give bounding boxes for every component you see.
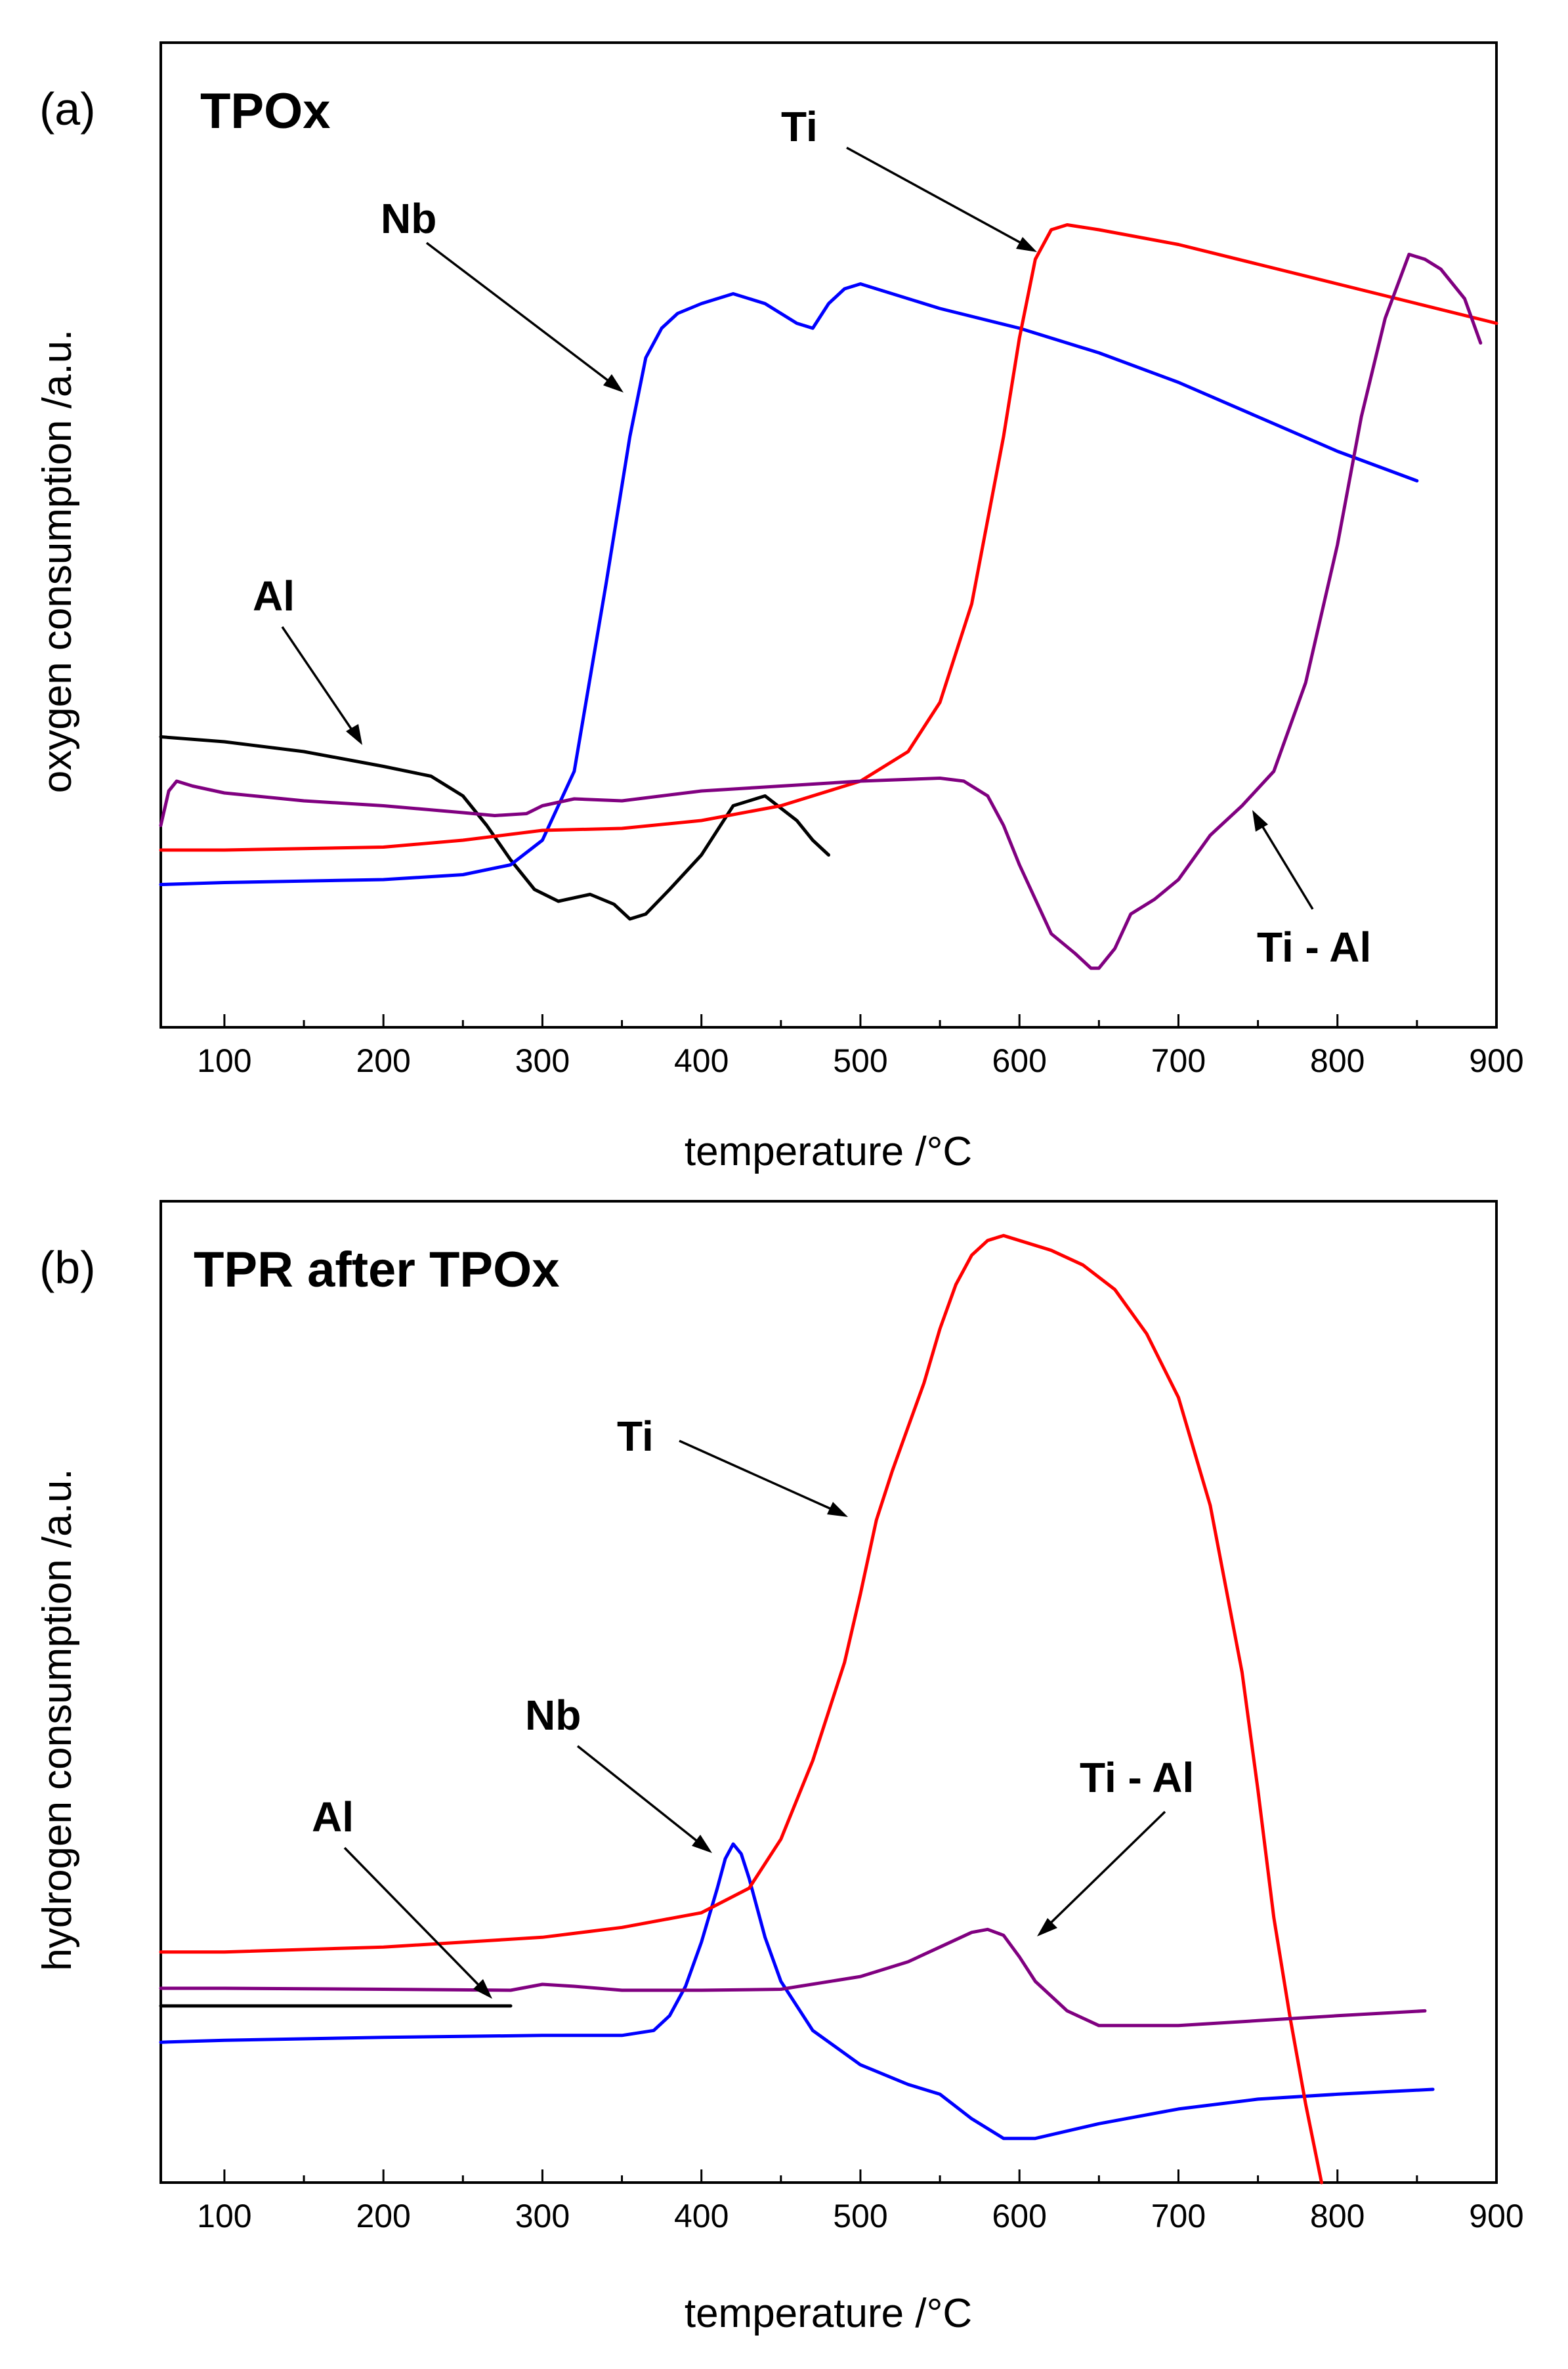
panel-b-x-tick-label-600: 600 — [992, 2198, 1046, 2234]
panel-a-xlabel: temperature /°C — [685, 1129, 972, 1174]
panel-b-ylabel: hydrogen consumption /a.u. — [35, 1468, 80, 1971]
panel-b-x-tick-label-100: 100 — [197, 2198, 251, 2234]
panel-b-x-tick-label-300: 300 — [515, 2198, 570, 2234]
panel-a-arrow-al — [281, 626, 359, 739]
panel-a-annotation-al: Al — [253, 572, 295, 620]
panel-a-series-ti — [159, 223, 1498, 852]
panel-a-arrowhead-nb — [603, 374, 624, 393]
panel-a-arrowhead-ti — [1016, 237, 1037, 252]
panel-a-x-tick-label-600: 600 — [992, 1042, 1046, 1079]
panel-b-x-tick-label-900: 900 — [1469, 2198, 1523, 2234]
panel-a-ylabel: oxygen consumption /a.u. — [35, 330, 80, 794]
panel-b-arrowhead-ti — [827, 1502, 848, 1517]
panel-b-series — [159, 1233, 1435, 2185]
panel-a-title: TPOx — [200, 83, 331, 139]
panel-a-arrow-ti-al — [1256, 817, 1314, 910]
panel-b-arrow-ti — [679, 1440, 841, 1514]
panel-b-annotation-al: Al — [312, 1793, 354, 1841]
panel-a-x-tick-label-900: 900 — [1469, 1042, 1523, 1079]
panel-b-arrow-ti-al — [1042, 1810, 1166, 1931]
panel-a-arrowhead-ti-al — [1252, 810, 1268, 832]
panel-a-arrow-ti — [846, 146, 1031, 249]
panel-b-arrowhead-nb — [692, 1835, 712, 1853]
panel-a-series-nb — [159, 282, 1419, 886]
panel-b-tag: (b) — [39, 1242, 96, 1293]
panel-b-series-ti — [159, 1233, 1323, 2185]
panel-a-tag: (a) — [39, 83, 96, 135]
panel-b-annotation-nb: Nb — [525, 1692, 581, 1739]
panel-b-x-ticks: 100 200 300 400 500 600 700 800 900 — [197, 2169, 1524, 2234]
panel-a-x-tick-label-500: 500 — [833, 1042, 887, 1079]
panel-a-series-ti-al — [159, 253, 1483, 970]
panel-b-title: TPR after TPOx — [194, 1242, 559, 1298]
panel-a-x-tick-label-700: 700 — [1151, 1042, 1206, 1079]
panel-a-arrowhead-al — [346, 724, 362, 745]
panel-b-arrow-al — [343, 1846, 487, 1994]
panel-a-x-tick-label-800: 800 — [1310, 1042, 1365, 1079]
panel-b-annotation-ti-al: Ti - Al — [1080, 1754, 1194, 1801]
panel-a-series-al — [159, 735, 830, 921]
panel-b-series-nb — [159, 1842, 1435, 2141]
panel-b-x-tick-label-400: 400 — [674, 2198, 729, 2234]
panel-b-x-tick-label-800: 800 — [1310, 2198, 1365, 2234]
panel-a-arrow-nb — [425, 242, 618, 389]
panel-b-x-tick-label-200: 200 — [356, 2198, 410, 2234]
panel-a-x-ticks: 100 200 300 400 500 600 700 800 900 — [197, 1014, 1524, 1079]
panel-b-arrowhead-ti-al — [1037, 1918, 1057, 1936]
panel-a-x-tick-label-400: 400 — [674, 1042, 729, 1079]
panel-b-annotation-ti: Ti — [617, 1413, 654, 1460]
panel-b-xlabel: temperature /°C — [685, 2291, 972, 2336]
panel-b-arrowhead-al — [473, 1979, 492, 1999]
panel-a-x-tick-label-100: 100 — [197, 1042, 251, 1079]
panel-a-series — [159, 223, 1498, 970]
panel-b-frame — [159, 1200, 1498, 2184]
panel-a-annotation-ti-al: Ti - Al — [1257, 924, 1371, 971]
panel-b-arrow-nb — [576, 1745, 707, 1849]
panel-b: (b) hydrogen consumption /a.u. 100 200 300… — [35, 1200, 1524, 2336]
panel-b-series-ti-al — [159, 1927, 1427, 2028]
panel-a-x-tick-label-300: 300 — [515, 1042, 570, 1079]
panel-a-annotation-nb: Nb — [381, 195, 436, 242]
panel-b-x-tick-label-700: 700 — [1151, 2198, 1206, 2234]
panel-a-x-tick-label-200: 200 — [356, 1042, 410, 1079]
panel-a: (a) oxygen consumption /a.u. 100 200 300 40… — [35, 41, 1524, 1174]
panel-a-frame — [159, 41, 1498, 1029]
panel-a-annotation-ti: Ti — [781, 103, 818, 150]
panel-b-x-tick-label-500: 500 — [833, 2198, 887, 2234]
